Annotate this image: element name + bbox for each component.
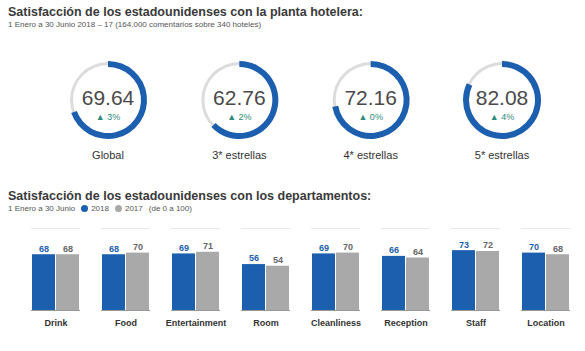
html-text:Satisfacción de los estadounid: Satisfacción de los estadounidenses con …: [8, 189, 372, 203]
svg-text:69: 69: [179, 243, 189, 253]
svg-text:5* estrellas: 5* estrellas: [475, 149, 530, 161]
html-text:1 Enero a 30 Junio: 1 Enero a 30 Junio: [8, 204, 76, 213]
svg-text:Room: Room: [253, 318, 279, 328]
html-text:(de 0 a 100): (de 0 a 100): [148, 204, 192, 213]
svg-text:70: 70: [529, 242, 539, 252]
svg-text:68: 68: [39, 244, 49, 254]
svg-text:72: 72: [483, 240, 493, 250]
svg-text:71: 71: [203, 241, 213, 251]
svg-text:69.64: 69.64: [82, 86, 135, 109]
svg-text:Staff: Staff: [466, 318, 487, 328]
svg-text:62.76: 62.76: [213, 86, 266, 109]
svg-text:68: 68: [109, 244, 119, 254]
svg-text:Food: Food: [115, 318, 137, 328]
svg-text:Entertainment: Entertainment: [166, 318, 227, 328]
svg-text:Location: Location: [527, 318, 565, 328]
svg-text:68: 68: [63, 244, 73, 254]
svg-text:Cleanliness: Cleanliness: [311, 318, 361, 328]
svg-text:▲ 0%: ▲ 0%: [358, 112, 382, 122]
html-text:1 Enero a 30 Junio 2018 – 17 (: 1 Enero a 30 Junio 2018 – 17 (164.000 co…: [8, 20, 262, 29]
svg-text:82.08: 82.08: [476, 86, 529, 109]
svg-text:70: 70: [133, 242, 143, 252]
svg-text:Global: Global: [92, 149, 124, 161]
html-text:2018: 2018: [91, 204, 109, 213]
svg-text:4* estrellas: 4* estrellas: [343, 149, 398, 161]
svg-text:56: 56: [249, 253, 259, 263]
svg-text:▲ 4%: ▲ 4%: [490, 112, 514, 122]
svg-text:Drink: Drink: [44, 318, 68, 328]
svg-text:54: 54: [273, 255, 283, 265]
svg-text:73: 73: [459, 240, 469, 250]
svg-text:69: 69: [319, 243, 329, 253]
svg-text:64: 64: [413, 247, 423, 257]
svg-text:▲ 2%: ▲ 2%: [227, 112, 251, 122]
svg-text:70: 70: [343, 242, 353, 252]
html-text:2017: 2017: [125, 204, 143, 213]
html-text:Satisfacción de los estadounid: Satisfacción de los estadounidenses con …: [8, 5, 363, 19]
svg-text:▲ 3%: ▲ 3%: [96, 112, 120, 122]
svg-text:66: 66: [389, 245, 399, 255]
svg-text:3* estrellas: 3* estrellas: [212, 149, 267, 161]
svg-text:Reception: Reception: [384, 318, 428, 328]
svg-text:68: 68: [553, 244, 563, 254]
svg-text:72.16: 72.16: [344, 86, 397, 109]
